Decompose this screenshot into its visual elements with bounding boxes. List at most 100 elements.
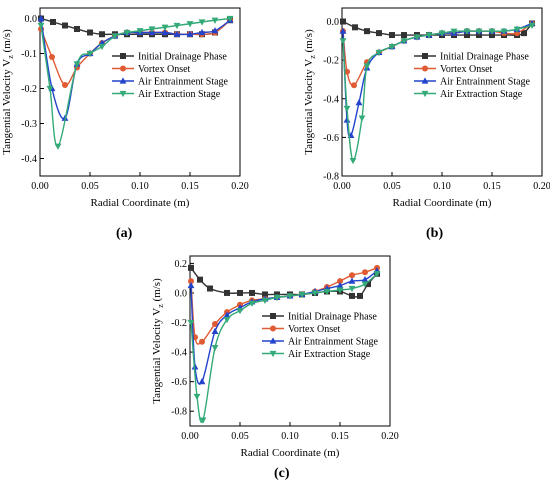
data-point [340,18,346,25]
data-point [488,28,496,35]
x-tick-label: 0.00 [333,181,351,192]
data-point [188,264,194,271]
legend-entry-2: Vortex Onset [288,324,341,335]
y-tick-label: -0.2 [323,56,339,67]
data-point [212,321,218,327]
data-point [361,276,369,283]
data-point [62,22,68,29]
data-point [198,378,206,385]
y-tick-label: -0.2 [21,84,37,95]
x-axis-title: Radial Coordinate (m) [91,197,190,209]
data-point [87,29,93,36]
data-point [513,26,521,33]
data-point [348,285,356,293]
data-point [286,293,294,300]
data-point [528,22,536,29]
data-point [357,292,363,299]
data-point [207,285,213,292]
data-point [173,30,181,37]
data-point [489,32,495,39]
data-point [464,32,470,39]
data-point [236,308,244,315]
data-point [521,30,527,37]
data-point [364,28,370,35]
y-tick-label: -0.6 [171,377,187,388]
data-point [186,30,194,37]
legend-marker [119,77,127,84]
data-point [198,28,206,36]
x-tick-label: 0.10 [131,181,149,192]
y-axis-title: Tangential Velocity Vz (m/s) [1,29,15,155]
data-point [349,292,355,299]
x-tick-label: 0.05 [383,181,401,192]
legend-entry-1: Initial Drainage Phase [138,52,227,63]
legend-entry-4: Air Extraction Stage [138,89,221,100]
panel-label-a: (a) [116,226,133,241]
y-axis-title: Tangential Velocity Vz (m/s) [303,29,317,155]
series-line-3 [190,270,378,385]
y-tick-label: -0.4 [21,154,37,165]
data-point [351,82,357,89]
legend-marker [119,90,127,98]
x-tick-label: 0.10 [433,181,451,192]
legend-marker [421,77,429,84]
data-point [298,291,306,299]
data-point [86,50,94,58]
legend-marker [269,350,277,358]
y-tick-label: -0.4 [171,348,187,359]
data-point [46,85,54,93]
legend-marker [270,313,276,319]
legend-entry-1: Initial Drainage Phase [440,52,529,63]
legend-marker [422,65,428,72]
panel-label-b: (b) [426,226,444,241]
data-point [173,22,181,30]
data-point [400,38,408,45]
data-point [476,32,482,39]
x-tick-label: 0.05 [81,181,99,192]
data-point [336,281,344,289]
data-point [211,327,219,334]
y-tick-label: -0.4 [323,94,339,105]
x-axis-title: Radial Coordinate (m) [241,447,340,459]
panel-label-c: (c) [274,466,290,481]
chart-panel-1: 0.00 0.05 0.10 0.15 0.20 0.0 -0.1 -0.2 -0.3 -0.4 R… [1,7,249,209]
x-tick-label: 0.15 [483,181,501,192]
data-point [211,345,219,352]
y-tick-label: -0.2 [171,318,187,329]
data-point [73,61,81,68]
data-point [191,363,199,370]
data-point [123,29,131,37]
data-point [355,99,363,106]
y-tick-label: 0.0 [175,288,188,299]
data-point [388,44,396,51]
data-point [50,19,56,25]
x-tick-label: 0.20 [381,431,399,442]
data-point [425,32,433,39]
data-point [37,22,45,30]
y-tick-label: 0.0 [25,14,38,25]
data-point [500,28,508,35]
legend-marker [120,65,126,72]
data-point [311,290,319,297]
data-point [136,28,144,35]
data-point [211,27,219,34]
data-point [161,24,169,31]
data-point [389,32,395,39]
data-point [361,281,369,288]
data-point [199,417,207,424]
data-point [111,33,119,40]
data-point [62,82,68,88]
data-point [344,68,350,75]
series-line-4 [40,17,231,147]
chart-panel-2: 0.00 0.05 0.10 0.15 0.20 0.0 -0.2 -0.4 -0.6 -0.8 R… [303,7,550,209]
data-point [375,49,383,57]
y-tick-label: 0.2 [175,259,188,270]
data-point [348,277,356,284]
data-point [187,281,195,289]
data-point [224,289,230,296]
data-point [337,278,343,285]
data-point [198,19,206,26]
data-point [223,316,231,324]
x-tick-label: 0.15 [331,431,349,442]
data-point [148,26,156,33]
